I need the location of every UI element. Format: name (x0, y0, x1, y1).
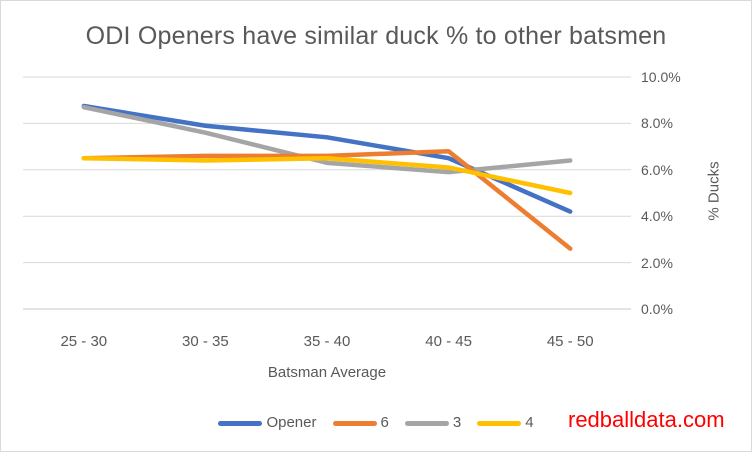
legend-swatch-Opener (218, 420, 263, 426)
legend-swatch-4 (477, 420, 522, 426)
legend-label: Opener (266, 414, 317, 431)
y-axis-title: % Ducks (705, 161, 723, 221)
y-tick-label: 10.0% (641, 69, 681, 85)
y-tick-label: 4.0% (641, 208, 673, 225)
legend-swatch-3 (404, 420, 449, 426)
legend-label: 6 (380, 414, 389, 431)
x-category-label: 40 - 45 (425, 333, 472, 350)
legend-swatch-6 (332, 420, 377, 426)
x-category-label: 30 - 35 (182, 333, 229, 350)
series-line-3 (81, 104, 573, 175)
plot-area (23, 76, 631, 310)
legend-item-6: 6 (332, 414, 389, 432)
watermark: redballdata.com (568, 407, 725, 432)
series-line-6 (81, 148, 573, 251)
y-tick-label: 8.0% (641, 115, 673, 132)
x-axis-title: Batsman Average (267, 364, 387, 381)
x-category-label: 45 - 50 (546, 333, 594, 350)
x-category-label: 35 - 40 (303, 333, 351, 350)
legend-label: 4 (525, 414, 534, 431)
x-category-label: 25 - 30 (60, 333, 108, 350)
legend-item-Opener: Opener (218, 414, 317, 432)
chart-title: ODI Openers have similar duck % to other… (85, 22, 667, 50)
y-tick-label: 0.0% (641, 301, 673, 317)
series-line-4 (81, 155, 573, 196)
y-tick-label: 2.0% (641, 254, 673, 271)
legend-label: 3 (452, 414, 462, 431)
legend-item-3: 3 (404, 414, 462, 432)
legend: Opener 6 3 4 (1, 414, 751, 432)
legend-item-4: 4 (477, 414, 534, 432)
y-tick-label: 6.0% (641, 161, 673, 178)
